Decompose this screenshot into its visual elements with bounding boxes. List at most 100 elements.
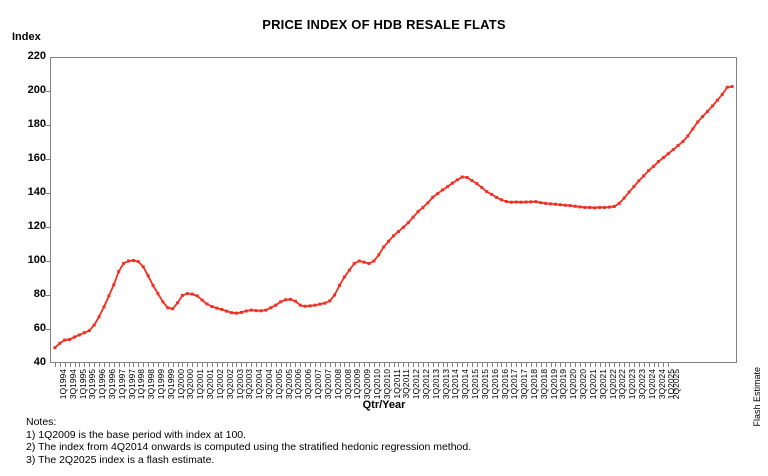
x-axis-tick-mark <box>364 363 366 367</box>
x-axis-tick-mark <box>545 363 547 367</box>
data-point-marker <box>264 308 268 312</box>
x-axis-tick-mark <box>614 363 616 367</box>
x-axis-tick-mark <box>604 363 606 367</box>
data-point-marker <box>102 305 106 309</box>
x-axis-tick-mark <box>643 363 645 367</box>
data-point-marker <box>617 201 621 205</box>
data-point-marker <box>720 92 724 96</box>
data-point-marker <box>539 201 543 205</box>
data-point-marker <box>328 299 332 303</box>
x-axis-title: Qtr/Year <box>362 399 406 411</box>
data-point-marker <box>730 85 734 89</box>
x-axis-tick-mark <box>202 363 204 367</box>
data-point-marker <box>696 120 700 124</box>
x-axis-tick-mark <box>359 363 361 367</box>
x-axis-tick-mark <box>398 363 400 367</box>
notes-heading: Notes: <box>26 416 57 428</box>
x-axis-tick-label: 1Q2009 <box>352 369 363 400</box>
data-point-marker <box>706 109 710 113</box>
x-axis-tick-mark <box>118 363 120 367</box>
data-point-marker <box>288 297 292 301</box>
data-point-marker <box>323 301 327 305</box>
x-axis-tick-label: 1Q1997 <box>116 369 127 400</box>
data-point-marker <box>392 234 395 238</box>
x-axis-tick-mark <box>99 363 101 367</box>
y-axis-tick-label: 140 <box>27 186 46 198</box>
x-axis-tick-label: 1Q2005 <box>273 369 284 400</box>
data-point-marker <box>431 195 435 199</box>
x-axis-tick-mark <box>285 363 287 367</box>
note-item-2: 2) The index from 4Q2014 onwards is comp… <box>26 441 472 454</box>
x-axis-tick-mark <box>251 363 253 367</box>
data-point-marker <box>661 156 665 160</box>
data-point-marker <box>666 152 670 156</box>
x-axis-tick-label: 1Q2008 <box>332 369 343 400</box>
data-point-marker <box>141 265 145 269</box>
data-point-marker <box>161 300 165 304</box>
x-axis-tick-label: 1Q2010 <box>371 369 382 400</box>
data-point-marker <box>269 306 273 310</box>
x-axis-tick-label: 3Q2010 <box>381 369 392 400</box>
x-axis-tick-mark <box>378 363 380 367</box>
y-axis-tick-label: 100 <box>27 254 46 266</box>
x-axis-tick-mark <box>511 363 513 367</box>
x-axis-tick-mark <box>525 363 527 367</box>
data-point-marker <box>426 201 430 205</box>
data-point-marker <box>686 134 690 138</box>
x-axis-tick-label: 3Q2015 <box>479 369 490 400</box>
data-point-marker <box>284 298 288 302</box>
x-axis-tick-mark <box>59 363 61 367</box>
x-axis-tick-label: 3Q2014 <box>460 369 471 400</box>
data-point-marker <box>445 185 449 189</box>
x-axis-tick-mark <box>334 363 336 367</box>
x-axis-tick-mark <box>300 363 302 367</box>
x-axis-tick-mark <box>457 363 459 367</box>
data-point-marker <box>112 283 116 287</box>
data-point-marker <box>293 299 297 303</box>
data-point-marker <box>622 196 626 200</box>
x-axis-tick-mark <box>280 363 282 367</box>
x-axis-tick-mark <box>648 363 650 367</box>
x-axis-tick-mark <box>408 363 410 367</box>
data-point-marker <box>87 329 91 333</box>
data-point-marker <box>151 283 155 287</box>
data-point-marker <box>347 268 351 272</box>
x-axis-tick-mark <box>167 363 169 367</box>
x-axis-tick-mark <box>265 363 267 367</box>
data-point-marker <box>509 200 513 204</box>
page-title: PRICE INDEX OF HDB RESALE FLATS <box>262 17 506 32</box>
data-point-marker <box>563 203 567 207</box>
data-point-marker <box>333 293 337 297</box>
x-axis-tick-label: 1Q2016 <box>489 369 500 400</box>
data-point-marker <box>230 311 234 315</box>
x-axis-tick-mark <box>624 363 626 367</box>
x-axis-tick-mark <box>187 363 189 367</box>
x-axis-tick-mark <box>216 363 218 367</box>
x-axis-tick-mark <box>442 363 444 367</box>
x-axis-tick-mark <box>236 363 238 367</box>
data-point-marker <box>367 262 371 266</box>
data-point-marker <box>298 303 302 307</box>
data-point-marker <box>652 164 656 168</box>
x-axis-tick-label: 1Q2001 <box>195 369 206 400</box>
y-axis-tick-label: 220 <box>27 50 46 62</box>
x-axis-tick-mark <box>69 363 71 367</box>
x-axis-tick-mark <box>339 363 341 367</box>
data-point-marker <box>303 304 307 308</box>
x-axis-tick-label: 3Q1994 <box>67 369 78 400</box>
data-point-marker <box>637 179 641 183</box>
data-point-marker <box>406 221 410 225</box>
data-point-marker <box>338 283 342 287</box>
x-axis-tick-mark <box>148 363 150 367</box>
x-axis-tick-mark <box>177 363 179 367</box>
x-axis-tick-label: 3Q2004 <box>264 369 274 400</box>
data-point-marker <box>490 192 494 196</box>
data-point-marker <box>234 311 238 315</box>
data-point-marker <box>225 309 229 313</box>
x-axis-tick-mark <box>516 363 518 367</box>
x-axis-tick-mark <box>388 363 390 367</box>
data-point-marker <box>647 169 651 173</box>
data-point-marker <box>470 179 474 183</box>
data-point-marker <box>362 260 366 264</box>
